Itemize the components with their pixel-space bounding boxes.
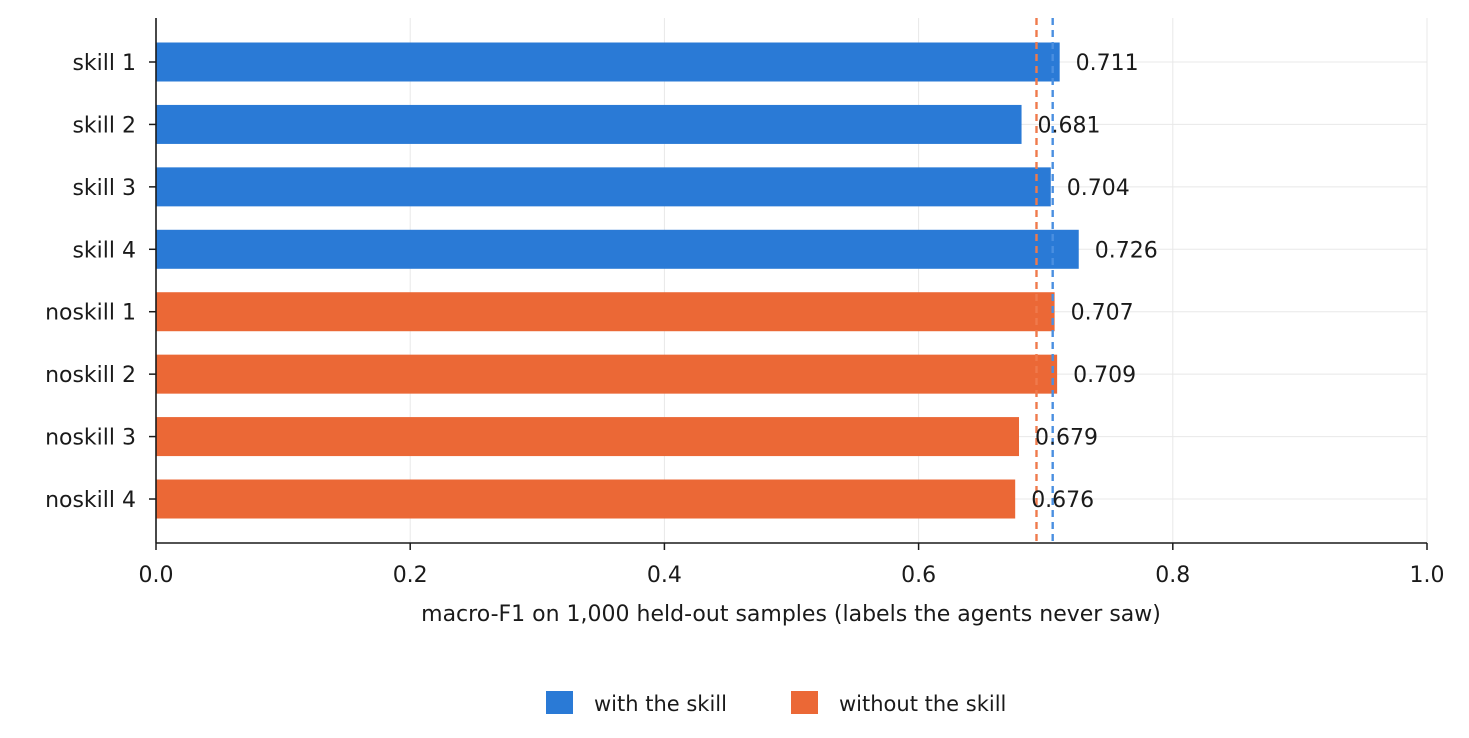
y-tick-label: noskill 3 [45, 426, 136, 451]
data-label: 0.709 [1073, 363, 1136, 388]
x-axis-title: macro-F1 on 1,000 held-out samples (labe… [421, 602, 1161, 627]
legend: with the skill without the skill [546, 691, 1006, 716]
data-label: 0.704 [1067, 176, 1130, 201]
legend-label-with: with the skill [594, 692, 727, 716]
y-tick-label: noskill 4 [45, 488, 136, 513]
bar [156, 104, 1022, 144]
data-label: 0.726 [1095, 238, 1158, 263]
y-tick-label: skill 2 [72, 113, 136, 138]
y-axis-ticks: skill 1 skill 2 skill 3 skill 4 noskill 1 nos… [45, 51, 156, 513]
x-tick-label: 0.0 [139, 563, 174, 588]
x-tick-label: 0.2 [393, 563, 428, 588]
bars [156, 42, 1079, 519]
bar [156, 167, 1051, 207]
y-tick-label: noskill 2 [45, 363, 136, 388]
x-tick-label: 0.8 [1155, 563, 1190, 588]
y-tick-label: skill 1 [72, 51, 136, 76]
legend-swatch-with [546, 691, 573, 714]
bar [156, 42, 1060, 82]
data-label: 0.711 [1076, 51, 1139, 76]
data-label: 0.679 [1035, 426, 1098, 451]
x-tick-label: 0.6 [901, 563, 936, 588]
x-tick-label: 1.0 [1410, 563, 1445, 588]
bar [156, 292, 1055, 332]
bar [156, 417, 1020, 457]
x-tick-label: 0.4 [647, 563, 682, 588]
bar [156, 229, 1079, 269]
legend-swatch-without [791, 691, 818, 714]
y-tick-label: skill 4 [72, 238, 136, 263]
y-tick-label: skill 3 [72, 176, 136, 201]
legend-label-without: without the skill [839, 692, 1006, 716]
axes [155, 18, 1427, 544]
bar [156, 479, 1016, 519]
x-axis-ticks: 0.0 0.2 0.4 0.6 0.8 1.0 [139, 543, 1445, 588]
grid-lines [155, 18, 1428, 543]
reference-lines [1035, 18, 1054, 543]
data-label: 0.681 [1038, 113, 1101, 138]
data-labels: 0.711 0.681 0.704 0.726 0.707 0.709 0.679 0.676 [1031, 51, 1158, 513]
data-label: 0.676 [1031, 488, 1094, 513]
bar [156, 354, 1058, 394]
y-tick-label: noskill 1 [45, 301, 136, 326]
data-label: 0.707 [1071, 301, 1134, 326]
